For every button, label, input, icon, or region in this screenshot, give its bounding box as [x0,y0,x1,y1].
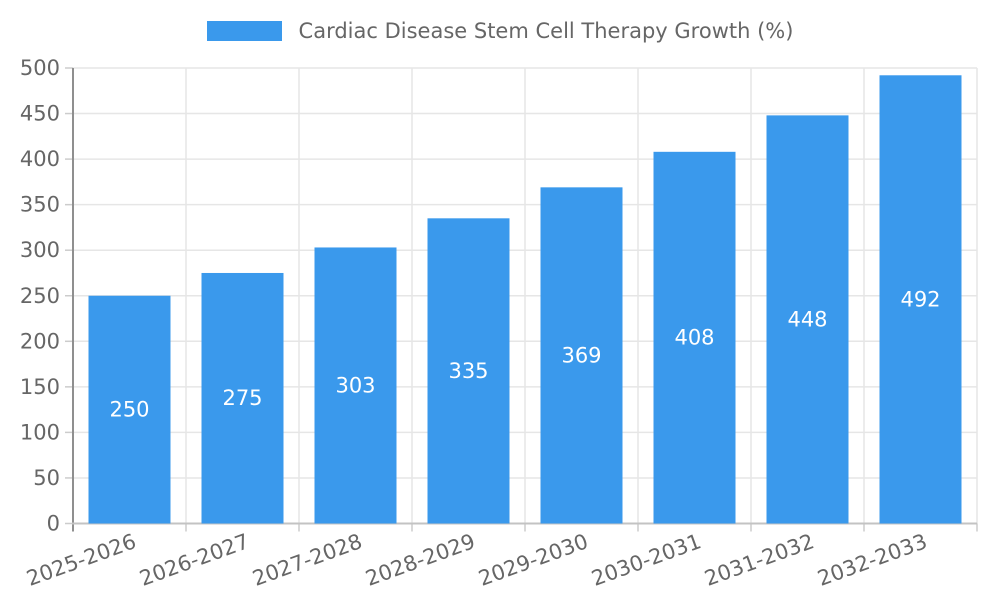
bar-2029-2030[interactable] [540,187,623,524]
x-tick-label: 2026-2027 [136,529,252,591]
legend-label: Cardiac Disease Stem Cell Therapy Growth… [298,19,794,43]
y-tick-label: 300 [20,238,60,262]
bar-2027-2028[interactable] [314,247,397,524]
bar-2028-2029[interactable] [427,218,510,524]
bar-2031-2032[interactable] [766,115,849,524]
bar-value-label: 448 [787,307,827,331]
y-tick-label: 500 [20,56,60,80]
bar-value-label: 303 [335,373,375,397]
x-tick-label: 2029-2030 [475,529,591,591]
bar-value-label: 335 [448,359,488,383]
bar-value-label: 250 [109,398,149,422]
bar-value-label: 275 [222,386,262,410]
x-tick-label: 2031-2032 [701,529,817,591]
bar-value-label: 492 [900,287,940,311]
y-tick-label: 200 [20,329,60,353]
y-tick-label: 50 [33,466,60,490]
y-tick-label: 250 [20,284,60,308]
bar-value-label: 369 [561,343,601,367]
bar-2032-2033[interactable] [879,75,962,524]
bar-2025-2026[interactable] [88,295,171,524]
y-tick-label: 0 [47,512,60,536]
bar-2030-2031[interactable] [653,151,736,524]
x-tick-label: 2027-2028 [249,529,365,591]
x-tick-label: 2028-2029 [362,529,478,591]
x-tick-label: 2032-2033 [814,529,930,591]
y-tick-label: 450 [20,102,60,126]
chart-legend[interactable]: Cardiac Disease Stem Cell Therapy Growth… [0,19,1000,43]
y-tick-label: 150 [20,375,60,399]
y-tick-label: 100 [20,420,60,444]
x-tick-label: 2025-2026 [23,529,139,591]
y-tick-label: 400 [20,147,60,171]
x-tick-label: 2030-2031 [588,529,704,591]
legend-swatch [206,21,282,41]
bar-value-label: 408 [674,326,714,350]
bar-2026-2027[interactable] [201,272,284,524]
y-tick-label: 350 [20,193,60,217]
